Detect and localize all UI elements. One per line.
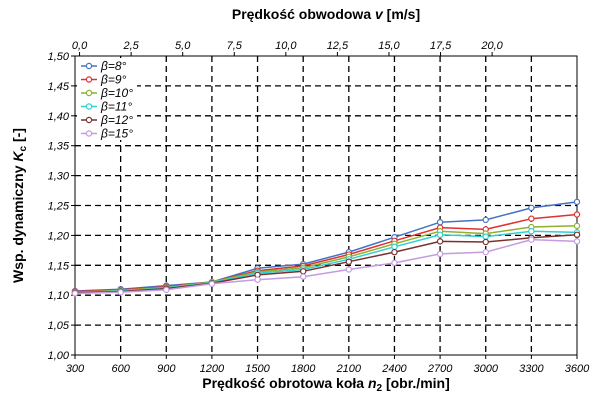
top-x-tick-label: 15,0 xyxy=(378,40,400,52)
top-axis-title: Prędkość obwodowa v [m/s] xyxy=(232,6,420,22)
y-tick-label: 1,20 xyxy=(48,230,70,242)
top-x-tick-label: 7,5 xyxy=(227,40,243,52)
series-layer xyxy=(71,198,581,297)
legend-item: β=10° xyxy=(81,86,133,100)
x-tick-label: 2700 xyxy=(427,363,453,375)
legend-item: β=15° xyxy=(81,127,133,141)
x-tick-label: 3300 xyxy=(519,363,544,375)
x-tick-label: 3000 xyxy=(473,363,498,375)
series-6 xyxy=(71,236,581,297)
data-point xyxy=(254,276,261,283)
y-axis-title: Wsp. dynamiczny Kc [-] xyxy=(10,128,29,283)
data-point xyxy=(71,290,79,297)
data-point xyxy=(391,259,398,267)
series-line xyxy=(74,213,578,293)
y-tick-label: 1,45 xyxy=(48,81,70,93)
legend-marker xyxy=(85,62,93,70)
legend-marker xyxy=(85,89,93,97)
data-point xyxy=(299,268,307,275)
x-tick-label: 600 xyxy=(111,363,130,375)
data-point xyxy=(163,286,170,294)
legend-marker xyxy=(85,116,93,124)
legend-item: β=8° xyxy=(81,59,127,73)
y-tick-label: 1,25 xyxy=(48,201,70,213)
data-point xyxy=(528,204,535,212)
top-x-tick-label: 5,0 xyxy=(175,40,191,52)
x-tick-label: 2400 xyxy=(381,363,407,375)
data-point xyxy=(345,258,353,265)
legend-marker xyxy=(85,130,93,137)
series-line xyxy=(74,238,578,295)
legend-item: β=12° xyxy=(81,113,133,127)
grid xyxy=(75,56,577,355)
x-tick-label: 900 xyxy=(157,363,176,375)
data-point xyxy=(391,248,398,256)
legend: β=8°β=9°β=10°β=11°β=12°β=15° xyxy=(77,58,137,141)
data-point xyxy=(345,266,353,273)
y-tick-label: 1,35 xyxy=(48,141,70,153)
data-point xyxy=(482,233,489,240)
top-x-tick-label: 17,5 xyxy=(430,40,452,52)
x-tick-label: 3600 xyxy=(565,363,590,375)
data-point xyxy=(573,211,581,218)
x-tick-label: 2100 xyxy=(336,363,362,375)
top-x-tick-label: 10,0 xyxy=(275,40,297,52)
data-point xyxy=(436,238,444,245)
y-tick-label: 1,40 xyxy=(48,111,70,123)
y-tick-label: 1,50 xyxy=(48,51,70,63)
y-tick-label: 1,10 xyxy=(48,290,70,302)
series-2 xyxy=(71,211,581,295)
legend-label: β=10° xyxy=(100,86,133,100)
legend-label: β=9° xyxy=(100,73,127,87)
legend-background xyxy=(77,58,137,140)
data-point xyxy=(573,238,581,245)
legend-item: β=9° xyxy=(81,73,127,87)
x-tick-label: 1500 xyxy=(245,363,270,375)
data-point xyxy=(573,231,581,239)
legend-label: β=15° xyxy=(100,127,133,141)
series-line xyxy=(74,201,578,292)
x-tick-label: 1200 xyxy=(200,363,225,375)
data-point xyxy=(573,222,581,230)
data-point xyxy=(528,228,535,235)
data-point xyxy=(482,248,489,256)
data-point xyxy=(528,215,535,222)
legend-marker xyxy=(85,76,93,83)
y-tick-label: 1,15 xyxy=(48,260,70,272)
legend-marker xyxy=(85,103,93,110)
data-point xyxy=(436,250,444,258)
data-point xyxy=(208,280,216,288)
data-point xyxy=(528,236,535,243)
series-line xyxy=(74,234,578,294)
x-tick-label: 1800 xyxy=(291,363,316,375)
data-point xyxy=(436,231,444,239)
top-x-tick-label: 20,0 xyxy=(480,40,503,52)
data-point xyxy=(482,216,489,224)
legend-label: β=12° xyxy=(100,113,133,127)
x-tick-label: 300 xyxy=(66,363,85,375)
y-tick-label: 1,05 xyxy=(48,320,70,332)
top-x-tick-label: 0,0 xyxy=(72,40,88,52)
legend-label: β=8° xyxy=(100,59,127,73)
tick-marks xyxy=(71,52,578,359)
x-axis-title: Prędkość obrotowa koła n2 [obr./min] xyxy=(202,375,450,394)
legend-label: β=11° xyxy=(100,100,132,114)
y-tick-label: 1,30 xyxy=(48,171,70,183)
top-x-tick-label: 12,5 xyxy=(327,40,349,52)
data-point xyxy=(573,198,581,206)
data-point xyxy=(391,243,398,250)
legend-item: β=11° xyxy=(81,100,132,114)
y-tick-label: 1,00 xyxy=(48,350,70,362)
data-point xyxy=(117,289,124,296)
data-point xyxy=(436,219,444,226)
data-point xyxy=(299,273,307,280)
tick-labels: 1,00 1,05 1,10 1,15 1,20 1,25 1,30 1,35 1,40 1,45… xyxy=(48,40,591,375)
top-x-tick-label: 2,5 xyxy=(122,40,139,52)
data-point xyxy=(482,238,489,246)
